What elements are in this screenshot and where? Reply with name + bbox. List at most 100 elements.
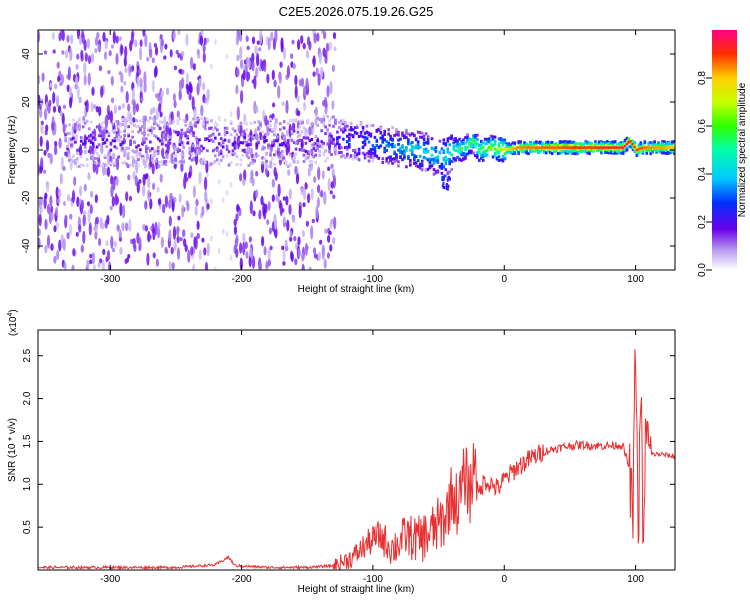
heatmap-cell xyxy=(418,135,422,139)
heatmap-cell xyxy=(617,148,621,152)
heatmap-cell xyxy=(621,151,625,155)
heatmap-cell xyxy=(489,146,493,150)
heatmap-cell xyxy=(527,144,530,148)
heatmap-cell xyxy=(168,199,172,209)
heatmap-cell xyxy=(659,147,662,151)
heatmap-cell xyxy=(456,149,459,153)
heatmap-cell xyxy=(503,152,507,156)
heatmap-cell xyxy=(379,126,383,130)
heatmap-cell xyxy=(369,132,373,136)
heatmap-cell xyxy=(371,159,375,163)
heatmap-cell xyxy=(111,154,115,158)
heatmap-cell xyxy=(464,145,467,149)
heatmap-cell xyxy=(66,84,70,93)
heatmap-cell xyxy=(212,140,215,144)
heatmap-cell xyxy=(424,132,428,136)
heatmap-cell xyxy=(166,134,170,138)
heatmap-cell xyxy=(236,205,240,211)
heatmap-cell xyxy=(515,148,518,152)
heatmap-cell xyxy=(274,30,278,43)
heatmap-cell xyxy=(298,133,302,137)
heatmap-cell xyxy=(180,161,184,173)
heatmap-cell xyxy=(428,161,432,165)
heatmap-cell xyxy=(146,252,150,266)
heatmap-cell xyxy=(172,30,176,41)
heatmap-cell xyxy=(156,137,160,141)
heatmap-cell xyxy=(572,149,576,153)
heatmap-cell xyxy=(156,146,160,150)
heatmap-cell xyxy=(310,138,314,141)
heatmap-cell xyxy=(286,139,290,142)
snr-series-line xyxy=(38,349,675,570)
heatmap-cell xyxy=(363,153,367,157)
heatmap-cell xyxy=(235,213,239,222)
heatmap-cell xyxy=(348,132,351,136)
heatmap-cell xyxy=(606,140,609,144)
heatmap-cell xyxy=(97,161,101,165)
heatmap-cell xyxy=(346,134,349,138)
heatmap-cell xyxy=(239,121,243,125)
heatmap-cell xyxy=(86,259,90,269)
heatmap-cell xyxy=(284,141,288,145)
heatmap-cell xyxy=(78,164,81,168)
heatmap-cell xyxy=(219,151,223,155)
heatmap-cell xyxy=(306,156,310,160)
heatmap-cell xyxy=(329,80,333,95)
heatmap-cell xyxy=(239,46,243,60)
heatmap-cell xyxy=(113,129,117,133)
heatmap-cell xyxy=(174,130,178,134)
heatmap-cell xyxy=(301,230,305,238)
heatmap-cell xyxy=(165,152,169,160)
heatmap-cell xyxy=(145,150,148,154)
heatmap-cell xyxy=(280,37,284,48)
heatmap-cell xyxy=(123,134,126,137)
heatmap-cell xyxy=(148,234,152,240)
heatmap-cell xyxy=(519,148,522,152)
heatmap-cell xyxy=(124,67,128,73)
heatmap-cell xyxy=(132,101,136,116)
heatmap-cell xyxy=(316,139,319,142)
heatmap-cell xyxy=(75,75,79,86)
heatmap-cell xyxy=(90,52,95,63)
heatmap-cell xyxy=(590,141,593,145)
heatmap-cell xyxy=(598,140,601,144)
heatmap-cell xyxy=(60,156,64,170)
heatmap-cell xyxy=(54,83,58,90)
heatmap-cell xyxy=(290,138,294,142)
heatmap-cell xyxy=(312,155,316,159)
heatmap-cell xyxy=(101,222,105,230)
heatmap-cell xyxy=(336,142,339,146)
heatmap-cell xyxy=(200,149,203,153)
heatmap-cell xyxy=(74,162,77,165)
heatmap-cell xyxy=(336,136,339,140)
heatmap-cell xyxy=(132,117,136,123)
spectrogram-x-label: Height of straight line (km) xyxy=(298,284,415,295)
heatmap-cell xyxy=(556,144,560,148)
heatmap-cell xyxy=(82,125,85,129)
heatmap-cell xyxy=(321,246,325,260)
heatmap-cell xyxy=(243,169,247,182)
heatmap-cell xyxy=(143,162,146,166)
heatmap-cell xyxy=(279,202,283,216)
heatmap-cell xyxy=(260,161,265,174)
heatmap-cell xyxy=(627,137,631,141)
heatmap-cell xyxy=(327,166,331,171)
heatmap-cell xyxy=(192,144,195,148)
heatmap-cell xyxy=(261,136,264,140)
heatmap-cell xyxy=(151,79,155,93)
heatmap-cell xyxy=(155,258,159,267)
heatmap-cell xyxy=(401,152,404,156)
heatmap-cell xyxy=(95,161,99,165)
heatmap-cell xyxy=(237,128,241,132)
heatmap-cell xyxy=(98,106,102,117)
heatmap-cell xyxy=(110,44,115,49)
heatmap-cell xyxy=(436,159,440,163)
heatmap-cell xyxy=(243,135,247,139)
heatmap-cell xyxy=(101,142,105,145)
heatmap-cell xyxy=(483,137,487,141)
heatmap-cell xyxy=(84,151,87,155)
heatmap-cell xyxy=(424,147,428,151)
heatmap-cell xyxy=(94,194,98,204)
heatmap-cell xyxy=(651,150,654,154)
heatmap-cell xyxy=(338,151,341,154)
